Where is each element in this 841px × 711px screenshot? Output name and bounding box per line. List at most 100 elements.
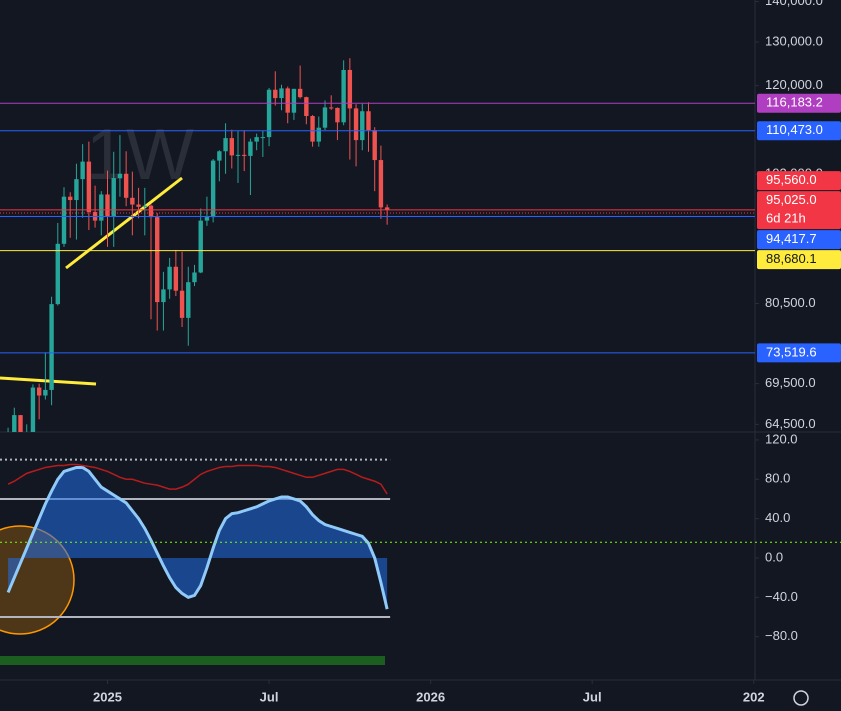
candle-body: [372, 130, 377, 161]
osc-y-tick-label: 0.0: [765, 549, 783, 564]
candle-body: [266, 89, 272, 138]
candle-body: [285, 88, 290, 113]
price-tag-label: 116,183.2: [766, 95, 823, 110]
price-tag: [757, 191, 841, 230]
osc-line: [6, 465, 389, 610]
candle-body: [155, 217, 160, 303]
price-tag-label: 88,680.1: [766, 251, 817, 266]
osc-y-tick-label: 40.0: [765, 510, 790, 525]
candle-body: [49, 304, 54, 390]
candle-body: [248, 141, 253, 156]
candle-body: [297, 88, 303, 98]
x-tick-label: Jul: [260, 689, 279, 704]
candle-body: [61, 196, 67, 244]
osc-y-tick-label: −80.0: [765, 628, 798, 643]
candle-body: [198, 220, 203, 273]
candle-body: [322, 107, 328, 128]
candle-body: [99, 194, 104, 221]
y-tick-label: 140,000.0: [765, 0, 823, 8]
x-tick-label: Jul: [583, 689, 602, 704]
x-tick-label: 2025: [93, 689, 122, 704]
candle-body: [260, 137, 266, 139]
candles: [7, 58, 390, 432]
candle-body: [254, 137, 259, 142]
candle-body: [80, 161, 85, 180]
candle-body: [161, 289, 166, 303]
candle-body: [279, 88, 284, 99]
candle-body: [273, 89, 278, 99]
price-tag: [757, 250, 841, 270]
candle-body: [366, 111, 371, 131]
candle-body: [105, 194, 110, 216]
candle-body: [55, 243, 60, 305]
candle-body: [148, 205, 154, 218]
candle-body: [74, 179, 79, 201]
osc-y-tick-label: −40.0: [765, 589, 798, 604]
candle-body: [235, 154, 241, 156]
price-tag-label: 73,519.6: [766, 344, 817, 359]
price-tag: [757, 230, 841, 250]
candle-body: [86, 161, 92, 212]
osc-y-tick-label: 80.0: [765, 471, 790, 486]
candle-body: [167, 266, 172, 290]
x-tick-label: 2026: [416, 689, 445, 704]
y-tick-label: 69,500.0: [765, 375, 816, 390]
countdown: 6d 21h: [766, 211, 806, 226]
osc-line: [7, 463, 388, 495]
candle-body: [329, 107, 334, 109]
bottom-band: [0, 656, 385, 665]
candle-body: [223, 138, 228, 152]
candle-body: [136, 204, 141, 207]
candle-body: [18, 415, 23, 432]
candle-body: [192, 272, 197, 283]
candle-body: [173, 266, 179, 291]
candle-body: [68, 196, 73, 201]
candle-body: [242, 154, 247, 156]
candle-body: [30, 387, 36, 432]
candle-body: [210, 160, 216, 218]
candle-body: [142, 205, 147, 207]
candle-body: [179, 290, 185, 318]
price-tag-label: 95,025.0: [766, 192, 817, 207]
settings-button[interactable]: [793, 690, 809, 706]
y-tick-label: 120,000.0: [765, 77, 823, 92]
candle-body: [384, 207, 390, 210]
price-tag: [757, 121, 841, 141]
osc-y-tick-label: 120.0: [765, 431, 798, 446]
candle-body: [123, 173, 129, 198]
candle-body: [316, 127, 321, 142]
candle-body: [217, 151, 222, 161]
price-tag: [757, 93, 841, 113]
trend-line: [0, 376, 97, 386]
candle-body: [353, 108, 359, 141]
osc-area: [8, 467, 388, 610]
candle-body: [347, 69, 353, 109]
candle-body: [291, 88, 297, 113]
candle-body: [186, 282, 191, 318]
candle-body: [204, 217, 210, 221]
candle-body: [310, 116, 315, 142]
x-tick-label: 202: [743, 689, 765, 704]
price-tag-label: 110,473.0: [766, 122, 823, 137]
candle-body: [378, 160, 384, 208]
candle-body: [111, 178, 116, 216]
candle-body: [130, 197, 135, 205]
oscillator: [0, 458, 391, 619]
price-tag: [757, 171, 841, 191]
candle-body: [335, 107, 340, 123]
candle-body: [12, 415, 17, 432]
y-tick-label: 64,500.0: [765, 416, 816, 431]
candle-body: [36, 387, 42, 396]
y-tick-label: 130,000.0: [765, 33, 823, 48]
price-tag-label: 94,417.7: [766, 231, 817, 246]
candle-body: [43, 389, 48, 396]
price-tag-label: 95,560.0: [766, 172, 817, 187]
trend-line: [65, 176, 183, 270]
candle-body: [117, 173, 123, 179]
candle-body: [341, 69, 346, 123]
candle-body: [304, 97, 309, 117]
candle-body: [360, 111, 365, 141]
